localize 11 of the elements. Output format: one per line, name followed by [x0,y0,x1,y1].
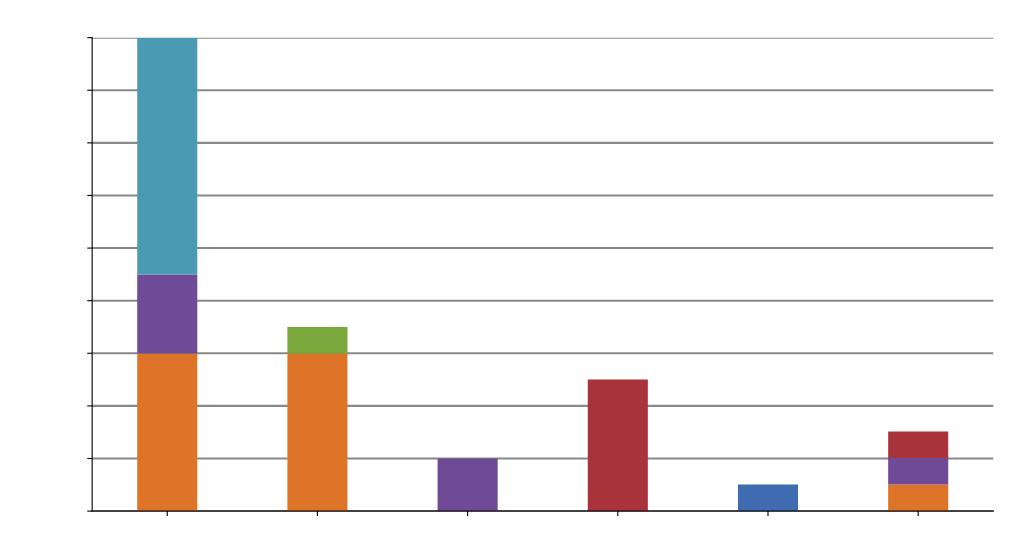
bar [437,458,498,512]
bar [737,484,799,512]
bar [287,353,348,512]
bar [137,37,198,275]
bar [888,431,949,459]
bar [888,458,949,485]
bar [888,484,949,512]
bar [137,353,198,512]
bar [137,274,198,354]
bar [287,326,348,354]
bar [587,379,648,512]
